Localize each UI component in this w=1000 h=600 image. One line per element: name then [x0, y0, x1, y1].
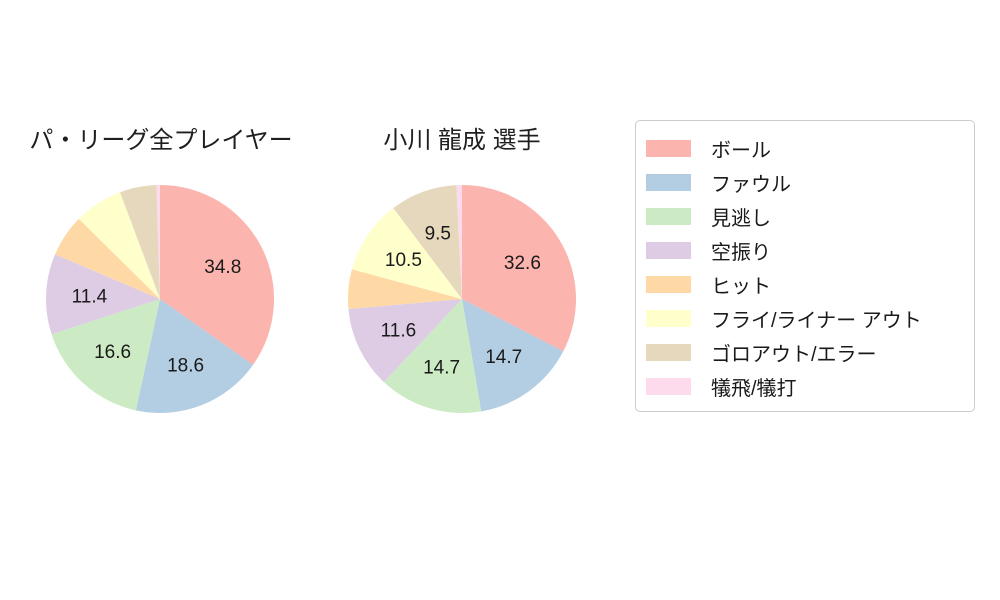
legend-item-foul: ファウル — [646, 165, 974, 199]
legend-label-fly-liner-out: フライ/ライナー アウト — [711, 309, 922, 332]
pie-chart-league: 34.8 18.6 16.6 11.4 — [45, 185, 274, 414]
pie-slice — [135, 299, 254, 414]
legend-label-hit: ヒット — [711, 275, 771, 298]
pie-value-label: 34.8 — [204, 257, 241, 278]
legend-swatch-groundout-error — [646, 343, 691, 361]
legend-swatch-foul — [646, 173, 691, 191]
pie-value-label: 18.6 — [167, 356, 204, 377]
legend-label-foul: ファウル — [711, 173, 791, 196]
pie-slice — [462, 185, 577, 352]
pie-slice — [45, 254, 160, 335]
legend-swatch-called-strike — [646, 207, 691, 225]
pie-value-label: 9.5 — [425, 223, 451, 244]
legend-item-fly-liner-out: フライ/ライナー アウト — [646, 301, 974, 335]
pie-slice — [383, 299, 482, 413]
pie-value-label: 11.4 — [72, 287, 108, 308]
pie-slice — [462, 299, 564, 412]
pie-slice — [51, 299, 160, 411]
legend-swatch-sacrifice — [646, 377, 691, 395]
legend-label-sacrifice: 犠飛/犠打 — [711, 377, 797, 400]
pie-value-label: 11.6 — [381, 321, 417, 342]
legend-label-swinging-miss: 空振り — [711, 241, 771, 264]
pie-slice — [456, 184, 462, 299]
pie-slice — [160, 185, 274, 365]
pie-value-label: 10.5 — [385, 250, 422, 271]
pie-slice — [351, 208, 462, 299]
legend-item-groundout-error: ゴロアウト/エラー — [646, 335, 974, 369]
legend-label-ball: ボール — [711, 139, 771, 162]
legend: ボール ファウル 見逃し 空振り ヒット フライ/ライナー アウト ゴロアウト/… — [635, 120, 975, 412]
pie-value-label: 32.6 — [504, 253, 541, 274]
pie-chart-player: 32.6 14.7 14.7 11.6 10.59.5 — [347, 184, 577, 413]
pie-slice — [78, 192, 160, 299]
legend-label-groundout-error: ゴロアウト/エラー — [711, 343, 877, 366]
pie-slice — [347, 269, 462, 310]
pie-slice — [55, 218, 161, 299]
pie-slice — [156, 185, 160, 299]
legend-swatch-swinging-miss — [646, 241, 691, 259]
pie-slice — [120, 185, 160, 299]
pie-value-label: 14.7 — [423, 357, 460, 378]
legend-item-hit: ヒット — [646, 267, 974, 301]
chart-title-player: 小川 龍成 選手 — [383, 127, 541, 154]
legend-item-sacrifice: 犠飛/犠打 — [646, 369, 974, 403]
legend-label-called-strike: 見逃し — [711, 207, 771, 230]
pie-value-label: 14.7 — [485, 347, 522, 368]
legend-item-called-strike: 見逃し — [646, 199, 974, 233]
legend-swatch-ball — [646, 139, 691, 157]
legend-item-swinging-miss: 空振り — [646, 233, 974, 267]
legend-item-ball: ボール — [646, 131, 974, 165]
pie-value-label: 16.6 — [94, 342, 131, 363]
pie-slice — [348, 299, 462, 383]
chart-title-league: パ・リーグ全プレイヤー — [29, 127, 293, 154]
legend-swatch-hit — [646, 275, 691, 293]
pie-slice — [393, 185, 462, 299]
legend-swatch-fly-liner-out — [646, 309, 691, 327]
